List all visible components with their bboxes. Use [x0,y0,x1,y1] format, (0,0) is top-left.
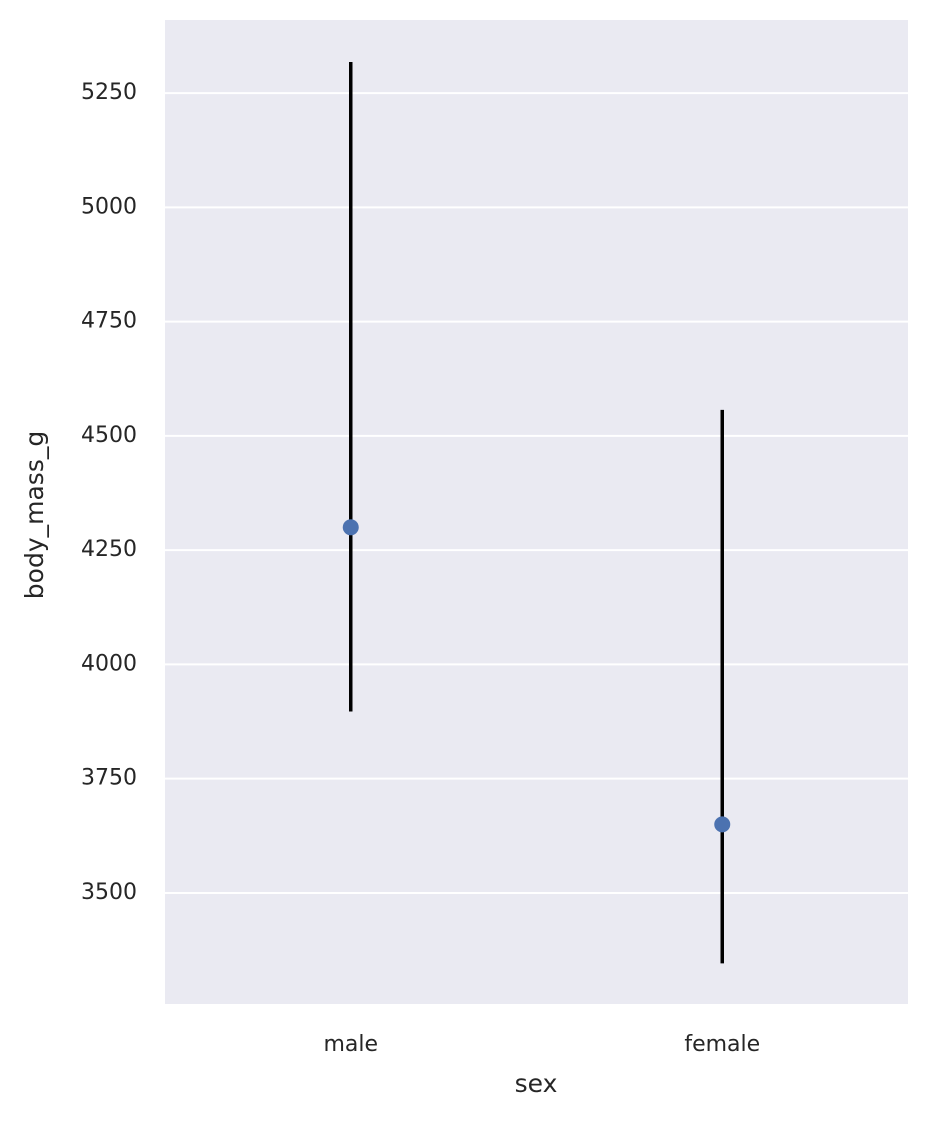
x-axis-label: sex [515,1069,558,1098]
y-tick-label: 4750 [81,309,137,334]
y-tick-label: 4000 [81,651,137,676]
y-tick-label: 4250 [81,537,137,562]
plot-area [165,20,908,1004]
y-tick-label: 3500 [81,880,137,905]
x-tick-label: male [323,1032,378,1057]
y-tick-label: 5000 [81,194,137,219]
y-axis-label: body_mass_g [20,431,49,599]
y-tick-label: 5250 [81,80,137,105]
point [714,816,731,833]
y-tick-label: 4500 [81,423,137,448]
y-tick-label: 3750 [81,766,137,791]
point [342,519,359,536]
x-tick-label: female [684,1032,760,1057]
